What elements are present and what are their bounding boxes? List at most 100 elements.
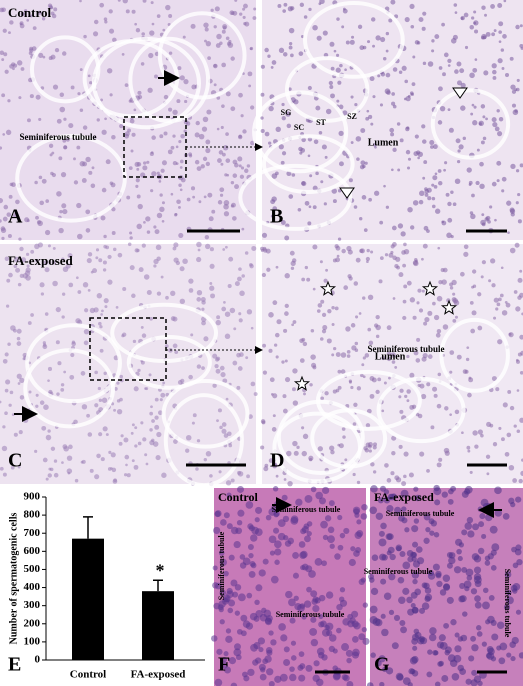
cell bbox=[403, 284, 408, 289]
cell bbox=[113, 478, 118, 483]
cell bbox=[464, 485, 473, 494]
cell bbox=[410, 24, 415, 29]
cell bbox=[403, 242, 407, 247]
cell bbox=[367, 40, 371, 44]
cell bbox=[55, 340, 60, 345]
star bbox=[319, 280, 337, 296]
cell bbox=[215, 43, 221, 48]
cell bbox=[412, 560, 420, 568]
cell bbox=[225, 628, 232, 634]
cell bbox=[380, 72, 386, 77]
cell bbox=[42, 457, 48, 463]
cell bbox=[11, 413, 15, 417]
cell bbox=[320, 520, 328, 529]
cell bbox=[284, 273, 290, 279]
cell bbox=[178, 205, 181, 209]
cell bbox=[103, 371, 107, 376]
cell bbox=[519, 292, 523, 298]
cell bbox=[494, 486, 502, 495]
cell bbox=[135, 184, 139, 188]
cell bbox=[406, 280, 412, 286]
cell bbox=[317, 446, 323, 452]
cell bbox=[161, 160, 167, 166]
cell bbox=[474, 601, 482, 609]
cell bbox=[329, 41, 335, 47]
x-tick-label: FA-exposed bbox=[131, 669, 186, 681]
cell bbox=[337, 80, 342, 85]
cell bbox=[370, 462, 375, 467]
cell bbox=[283, 478, 287, 481]
cell bbox=[494, 218, 497, 222]
cell bbox=[4, 352, 9, 357]
cell bbox=[119, 397, 123, 402]
cell bbox=[477, 680, 483, 686]
cell bbox=[266, 267, 271, 272]
cell bbox=[209, 285, 215, 291]
cell bbox=[135, 28, 141, 33]
cell bbox=[442, 574, 451, 582]
cell bbox=[475, 625, 482, 631]
cell bbox=[374, 190, 380, 196]
cell bbox=[160, 275, 164, 279]
cell bbox=[88, 170, 93, 175]
cell bbox=[137, 441, 142, 446]
tubule bbox=[23, 348, 116, 429]
cell bbox=[338, 130, 344, 136]
cell bbox=[513, 290, 518, 294]
cell bbox=[152, 441, 159, 447]
cell bbox=[9, 182, 14, 187]
cell bbox=[339, 63, 343, 68]
cell bbox=[350, 323, 356, 328]
cell bbox=[272, 463, 278, 469]
cell bbox=[15, 267, 21, 273]
cell bbox=[2, 133, 6, 136]
cell bbox=[511, 546, 517, 553]
cell bbox=[76, 145, 81, 150]
cell bbox=[359, 248, 365, 254]
cell bbox=[429, 140, 435, 146]
cell bbox=[134, 161, 140, 167]
cell bbox=[154, 424, 160, 430]
cell bbox=[316, 678, 324, 686]
cell bbox=[147, 87, 153, 93]
cell bbox=[480, 35, 485, 40]
cell bbox=[437, 169, 442, 173]
cell bbox=[490, 549, 497, 556]
cell bbox=[25, 252, 30, 256]
cell bbox=[6, 212, 11, 217]
cell bbox=[254, 599, 260, 605]
cell bbox=[48, 56, 53, 61]
cell bbox=[413, 260, 419, 267]
cell bbox=[498, 657, 506, 665]
cell bbox=[218, 150, 224, 155]
cell bbox=[16, 60, 23, 66]
cell bbox=[488, 279, 492, 283]
cell bbox=[362, 602, 369, 608]
cell bbox=[368, 442, 373, 447]
cell bbox=[348, 178, 353, 183]
cell bbox=[469, 470, 473, 474]
cell bbox=[154, 397, 159, 402]
cell bbox=[125, 9, 130, 14]
cell bbox=[220, 162, 224, 166]
cell bbox=[342, 435, 346, 439]
cell bbox=[518, 652, 523, 659]
cell bbox=[503, 604, 511, 611]
cell bbox=[237, 593, 246, 602]
cell bbox=[482, 587, 489, 594]
cell bbox=[498, 426, 502, 430]
cell bbox=[118, 441, 123, 446]
cell bbox=[298, 651, 305, 657]
cell bbox=[407, 207, 413, 213]
cell bbox=[283, 52, 288, 57]
cell bbox=[65, 263, 71, 269]
cell bbox=[472, 67, 478, 73]
cell bbox=[371, 554, 379, 561]
cell bbox=[358, 633, 366, 641]
cell bbox=[352, 472, 356, 477]
cell bbox=[153, 258, 159, 265]
cell bbox=[239, 12, 243, 16]
cell bbox=[366, 408, 372, 414]
cell bbox=[85, 228, 91, 233]
cell bbox=[220, 125, 224, 129]
